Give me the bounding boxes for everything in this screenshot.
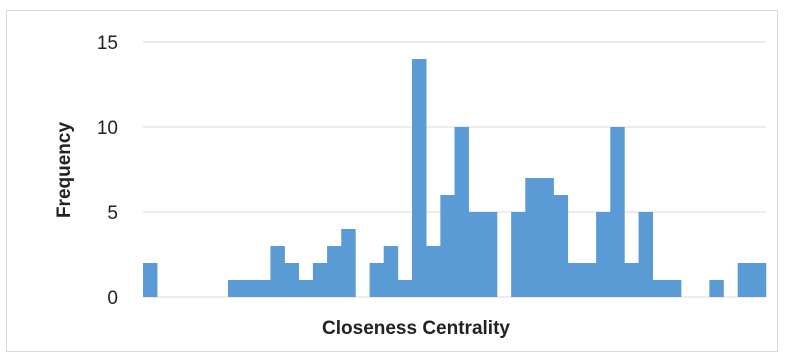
- bar-29: [553, 195, 569, 297]
- bar-30: [567, 263, 583, 297]
- bar-34: [624, 263, 639, 297]
- bar-17: [383, 246, 399, 297]
- bar-6: [227, 280, 243, 297]
- bar-12: [312, 263, 328, 297]
- bar-24: [482, 212, 498, 297]
- y-tick-label: 5: [107, 203, 118, 224]
- bar-13: [327, 246, 342, 297]
- bar-7: [242, 280, 257, 297]
- bar-32: [596, 212, 611, 297]
- bar-37: [666, 280, 682, 297]
- y-tick-label: 15: [97, 33, 118, 54]
- bar-11: [298, 280, 314, 297]
- bar-36: [652, 280, 668, 297]
- bar-10: [284, 263, 300, 297]
- bar-33: [610, 127, 625, 297]
- bar-27: [525, 178, 540, 297]
- bar-14: [341, 229, 356, 297]
- bar-35: [638, 212, 654, 297]
- bar-22: [454, 127, 469, 297]
- y-tick-label: 0: [107, 288, 118, 309]
- bar-43: [751, 263, 767, 297]
- bar-18: [397, 280, 413, 297]
- y-tick-label: 10: [97, 118, 118, 139]
- bar-28: [539, 178, 554, 297]
- bar-8: [256, 280, 271, 297]
- x-axis-label: Closeness Centrality: [322, 318, 510, 339]
- bar-16: [369, 263, 385, 297]
- bar-31: [581, 263, 597, 297]
- bar-42: [737, 263, 753, 297]
- bar-0: [143, 263, 158, 297]
- bar-20: [426, 246, 441, 297]
- bar-9: [270, 246, 285, 297]
- bar-40: [709, 280, 724, 297]
- y-tick-labels: 0 5 10 15: [97, 33, 118, 309]
- bar-26: [511, 212, 526, 297]
- bar-23: [468, 212, 484, 297]
- bar-21: [440, 195, 455, 297]
- y-axis-label: Frequency: [54, 122, 75, 219]
- bars: [143, 59, 767, 297]
- bar-19: [412, 59, 427, 297]
